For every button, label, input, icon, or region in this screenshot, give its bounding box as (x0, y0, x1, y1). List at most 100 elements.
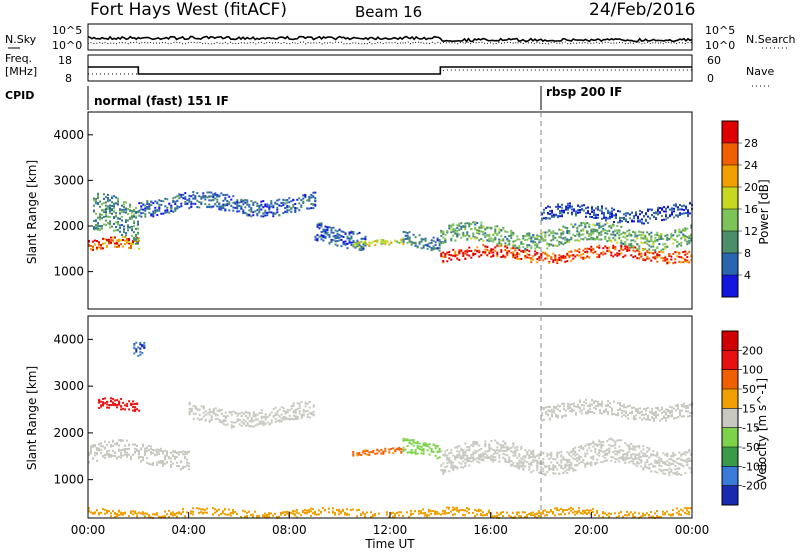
velocity-cell (582, 512, 584, 515)
power-cell (128, 241, 130, 243)
velocity-cell (688, 457, 691, 460)
power-cell (170, 210, 173, 212)
velocity-cell (518, 467, 521, 470)
power-cell (512, 251, 515, 254)
velocity-cell (626, 510, 628, 513)
power-cell (113, 203, 115, 206)
velocity-cell (184, 450, 186, 453)
velocity-cell (664, 472, 667, 475)
velocity-cell (578, 458, 581, 461)
velocity-cell (114, 443, 116, 446)
velocity-cell (118, 514, 120, 517)
velocity-cell (430, 512, 432, 515)
power-cell (604, 232, 607, 234)
velocity-cell (488, 447, 491, 450)
velocity-cell (140, 512, 142, 515)
velocity-cell (598, 449, 601, 451)
power-cell (602, 250, 605, 253)
velocity-cell (464, 509, 466, 512)
velocity-cell (617, 402, 619, 405)
velocity-cell (100, 511, 102, 514)
power-cell (536, 258, 539, 261)
velocity-cell (653, 413, 655, 416)
power-cell (685, 206, 687, 209)
velocity-cell (274, 412, 277, 415)
power-cell (178, 206, 181, 209)
velocity-cell (542, 461, 545, 464)
velocity-cell (122, 401, 125, 404)
velocity-cell (492, 456, 495, 459)
velocity-cell (622, 449, 625, 452)
power-cell (108, 242, 110, 245)
velocity-cell (98, 447, 100, 450)
velocity-cell (90, 446, 92, 449)
velocity-cell (472, 459, 475, 462)
power-cell (542, 238, 545, 241)
velocity-cell (134, 450, 136, 453)
velocity-cell (430, 448, 433, 451)
velocity-cell (446, 462, 449, 465)
velocity-cell (494, 459, 497, 462)
power-cell (472, 254, 475, 257)
power-cell (669, 208, 671, 211)
power-cell (310, 207, 313, 210)
velocity-cell (292, 512, 294, 515)
power-cell (500, 234, 503, 237)
power-cell (116, 243, 118, 245)
power-cell (216, 198, 219, 201)
power-cell (654, 249, 657, 252)
velocity-cell (178, 453, 180, 456)
power-cell (119, 217, 121, 220)
power-cell (542, 259, 545, 262)
power-cell (97, 216, 99, 219)
velocity-cell (312, 404, 315, 407)
power-cell (673, 210, 675, 213)
power-cell (212, 205, 215, 208)
velocity-cell (686, 458, 689, 461)
velocity-cell (683, 415, 685, 418)
velocity-cell (268, 516, 270, 519)
velocity-cell (172, 462, 174, 465)
velocity-cell (655, 416, 657, 419)
power-cell (380, 241, 383, 243)
velocity-cell (524, 455, 527, 458)
power-cell (567, 202, 569, 205)
power-cell (681, 212, 683, 215)
power-cell (484, 245, 487, 248)
power-cell (478, 232, 481, 235)
power-cell (252, 211, 255, 214)
velocity-cell (102, 398, 105, 400)
power-cell (679, 208, 681, 211)
power-cell (580, 229, 583, 232)
velocity-cell (300, 415, 303, 418)
velocity-cell (446, 512, 448, 515)
velocity-cell (559, 410, 561, 413)
power-cell (516, 247, 519, 250)
power-cell (135, 242, 137, 245)
velocity-cell (302, 408, 305, 411)
velocity-cell (106, 403, 109, 406)
power-cell (230, 198, 233, 201)
power-cell (550, 239, 553, 242)
power-cell (549, 210, 551, 213)
velocity-cell (648, 463, 651, 466)
velocity-cell (639, 411, 641, 414)
power-cell (400, 241, 403, 244)
power-cell (133, 239, 135, 242)
power-cell (584, 236, 587, 239)
power-cell (604, 238, 607, 240)
power-cell (502, 239, 505, 242)
velocity-cell (296, 417, 299, 420)
velocity-cell (408, 451, 411, 454)
power-ytick-label: 4000 (53, 128, 84, 142)
velocity-cell (218, 514, 220, 517)
power-cell (594, 237, 597, 240)
power-cell (478, 239, 481, 242)
velocity-cell (574, 510, 576, 513)
velocity-cell (549, 409, 551, 412)
velocity-cell (400, 448, 403, 450)
power-cell (590, 232, 593, 235)
velocity-cell (530, 463, 533, 466)
velocity-cell (518, 455, 521, 458)
velocity-cell (378, 450, 381, 453)
